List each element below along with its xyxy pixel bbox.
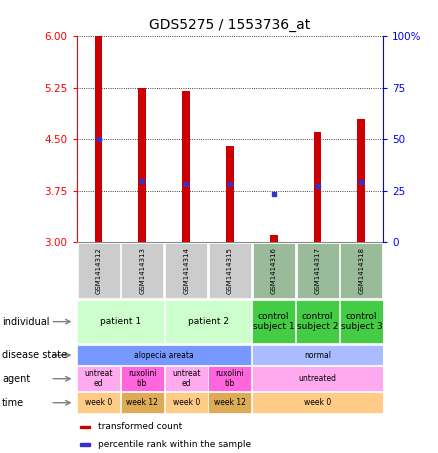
Bar bbox=[270, 236, 278, 242]
Text: GSM1414312: GSM1414312 bbox=[95, 247, 102, 294]
Text: ruxolini
tib: ruxolini tib bbox=[128, 369, 157, 388]
Bar bbox=[208, 392, 251, 413]
Bar bbox=[77, 392, 120, 413]
Text: GSM1414313: GSM1414313 bbox=[139, 247, 145, 294]
Bar bbox=[78, 244, 120, 298]
Text: agent: agent bbox=[2, 374, 30, 384]
Text: disease state: disease state bbox=[2, 350, 67, 360]
Bar bbox=[209, 244, 251, 298]
Bar bbox=[182, 91, 190, 242]
Text: GSM1414315: GSM1414315 bbox=[227, 247, 233, 294]
Bar bbox=[252, 345, 383, 365]
Bar bbox=[80, 426, 90, 428]
Bar bbox=[297, 244, 339, 298]
Text: patient 2: patient 2 bbox=[187, 317, 229, 326]
Bar bbox=[121, 366, 164, 391]
Bar bbox=[340, 244, 382, 298]
Text: alopecia areata: alopecia areata bbox=[134, 351, 194, 360]
Text: patient 1: patient 1 bbox=[100, 317, 141, 326]
Text: percentile rank within the sample: percentile rank within the sample bbox=[98, 440, 251, 449]
Bar bbox=[226, 146, 234, 242]
Bar bbox=[138, 88, 146, 242]
Text: control
subject 1: control subject 1 bbox=[253, 312, 295, 331]
Bar bbox=[165, 392, 208, 413]
Text: GSM1414318: GSM1414318 bbox=[358, 247, 364, 294]
Text: GSM1414314: GSM1414314 bbox=[183, 247, 189, 294]
Text: transformed count: transformed count bbox=[98, 423, 182, 431]
Text: week 12: week 12 bbox=[127, 398, 158, 407]
Text: time: time bbox=[2, 398, 25, 408]
Bar bbox=[165, 244, 207, 298]
Bar bbox=[165, 366, 208, 391]
Bar bbox=[77, 300, 164, 343]
Bar bbox=[340, 300, 383, 343]
Text: control
subject 3: control subject 3 bbox=[340, 312, 382, 331]
Bar bbox=[252, 366, 383, 391]
Text: normal: normal bbox=[304, 351, 331, 360]
Bar bbox=[253, 244, 295, 298]
Bar bbox=[121, 244, 163, 298]
Title: GDS5275 / 1553736_at: GDS5275 / 1553736_at bbox=[149, 19, 311, 33]
Text: ruxolini
tib: ruxolini tib bbox=[215, 369, 244, 388]
Bar bbox=[121, 392, 164, 413]
Bar bbox=[80, 443, 90, 446]
Text: week 12: week 12 bbox=[214, 398, 246, 407]
Bar bbox=[77, 345, 251, 365]
Bar bbox=[165, 300, 251, 343]
Bar bbox=[252, 300, 295, 343]
Bar bbox=[95, 36, 102, 242]
Bar bbox=[252, 392, 383, 413]
Text: untreat
ed: untreat ed bbox=[172, 369, 201, 388]
Text: untreated: untreated bbox=[299, 374, 336, 383]
Text: untreat
ed: untreat ed bbox=[84, 369, 113, 388]
Bar bbox=[208, 366, 251, 391]
Text: week 0: week 0 bbox=[304, 398, 331, 407]
Bar bbox=[357, 119, 365, 242]
Text: week 0: week 0 bbox=[85, 398, 112, 407]
Text: GSM1414317: GSM1414317 bbox=[314, 247, 321, 294]
Bar bbox=[77, 366, 120, 391]
Text: individual: individual bbox=[2, 317, 49, 327]
Text: GSM1414316: GSM1414316 bbox=[271, 247, 277, 294]
Bar bbox=[296, 300, 339, 343]
Text: control
subject 2: control subject 2 bbox=[297, 312, 338, 331]
Text: week 0: week 0 bbox=[173, 398, 200, 407]
Bar bbox=[314, 132, 321, 242]
